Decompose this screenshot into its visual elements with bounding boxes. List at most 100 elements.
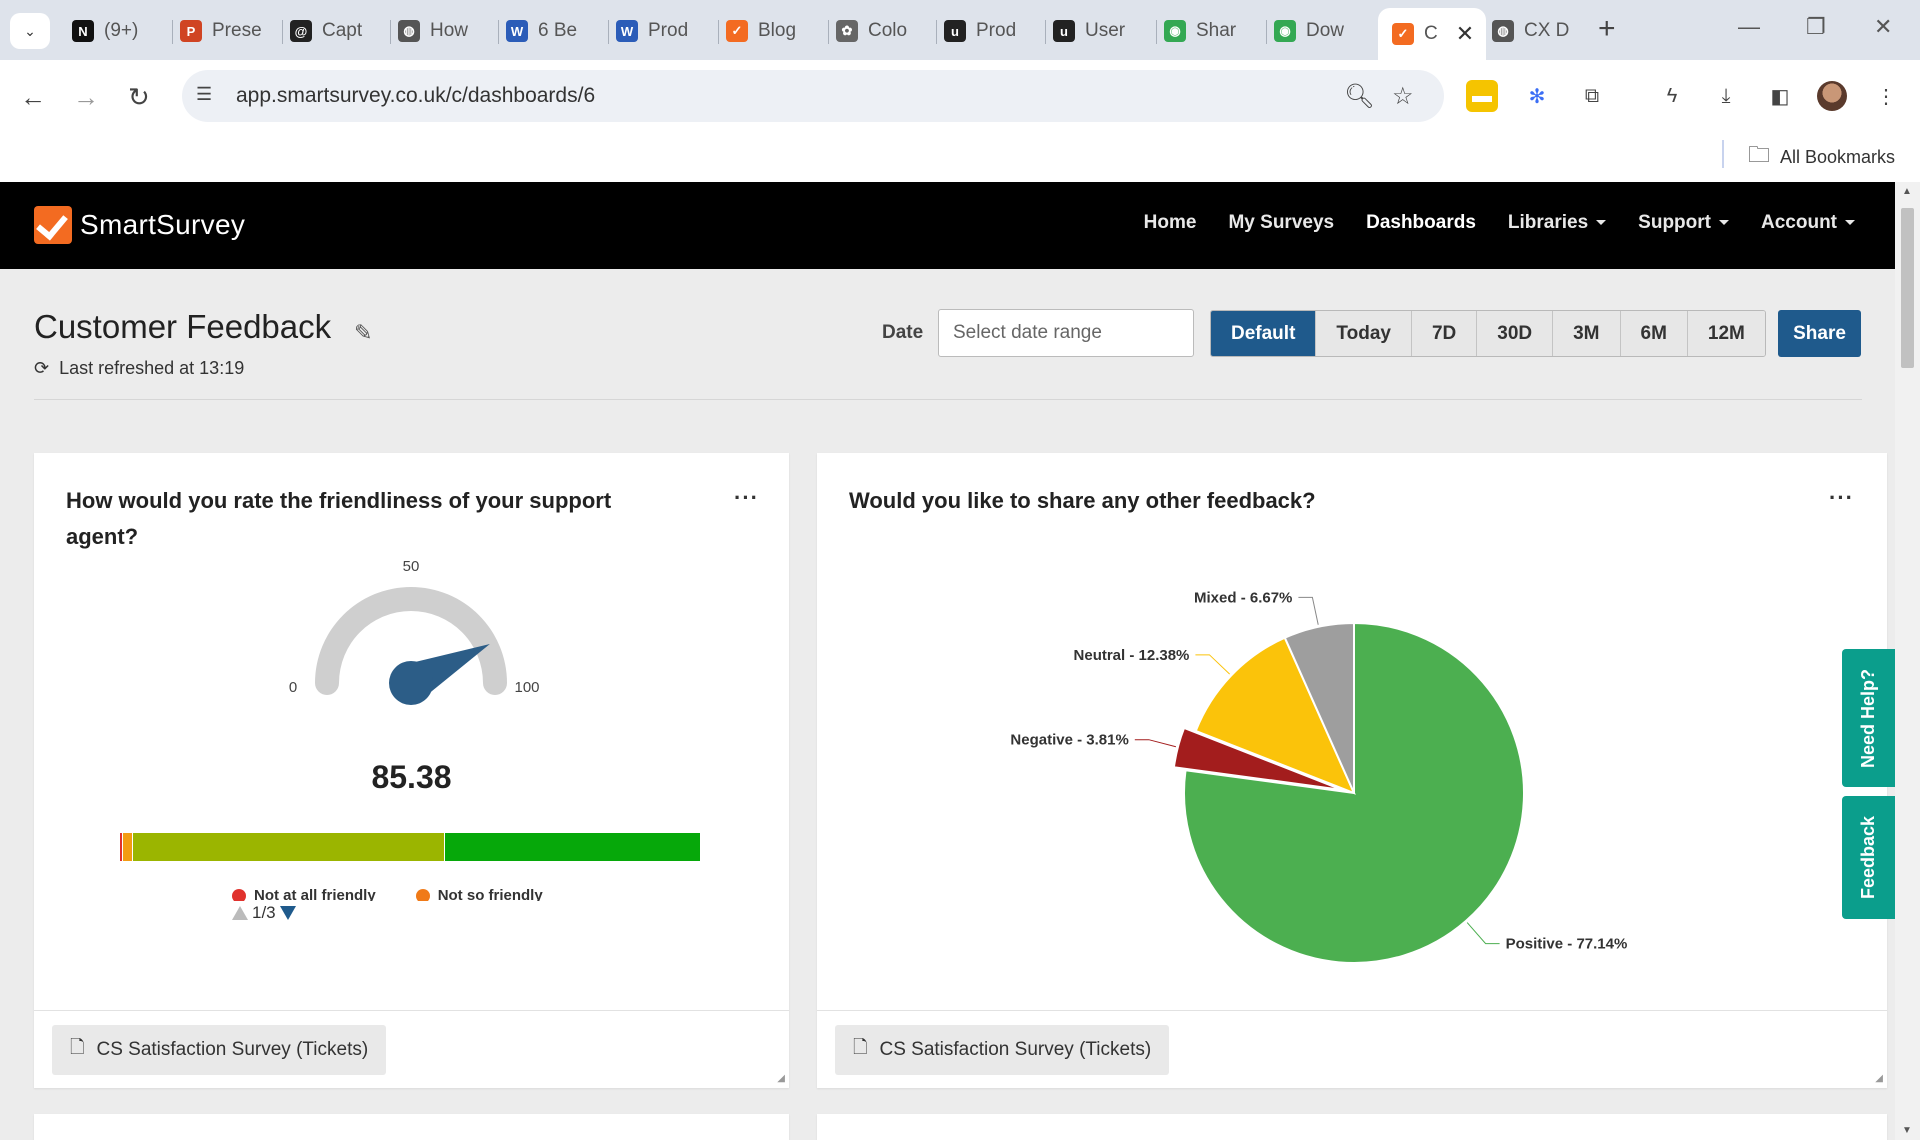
extension-snowflake-icon[interactable]: ✻ — [1528, 85, 1546, 108]
nav-dashboards[interactable]: Dashboards — [1366, 212, 1476, 234]
rating-distribution-bar — [120, 833, 700, 861]
browser-menu-icon[interactable]: ⋮ — [1876, 85, 1896, 108]
browser-tab[interactable]: @ Capt — [290, 14, 380, 48]
back-icon[interactable]: ← — [20, 82, 46, 112]
pager-up-icon[interactable] — [232, 906, 248, 920]
minimize-icon[interactable]: — — [1738, 14, 1760, 39]
nav-home[interactable]: Home — [1144, 212, 1197, 234]
range-button-3m[interactable]: 3M — [1553, 311, 1621, 356]
new-tab-button[interactable]: + — [1598, 12, 1616, 45]
bookmark-star-icon[interactable]: ☆ — [1392, 83, 1414, 110]
document-icon: 🗋 — [853, 1037, 868, 1057]
legend-item[interactable]: Not so friendly — [415, 887, 543, 901]
browser-tab[interactable]: ◉ Dow — [1274, 14, 1364, 48]
side-panel-icon[interactable]: ◧ — [1770, 85, 1790, 108]
range-button-7d[interactable]: 7D — [1411, 311, 1478, 356]
pie-slice[interactable] — [1283, 621, 1355, 794]
u-icon: u — [944, 20, 966, 42]
browser-tab[interactable]: ✿ Colo — [836, 14, 926, 48]
date-range-input[interactable] — [938, 309, 1194, 357]
nav-support[interactable]: Support — [1638, 212, 1729, 234]
range-button-30d[interactable]: 30D — [1477, 311, 1554, 356]
gauge-max-label: 100 — [514, 679, 539, 696]
browser-tab[interactable]: u Prod — [944, 14, 1034, 48]
restore-icon[interactable]: ❐ — [1806, 14, 1826, 39]
download-icon[interactable]: ⤓ — [1721, 84, 1731, 107]
nav-account[interactable]: Account — [1761, 212, 1855, 234]
card-menu-icon[interactable]: ··· — [734, 485, 759, 510]
performance-icon[interactable]: ϟ — [1666, 84, 1678, 107]
card-footer: 🗋 CS Satisfaction Survey (Tickets) — [817, 1010, 1887, 1088]
all-bookmarks[interactable]: 🗀 All Bookmarks — [1748, 138, 1895, 176]
site-settings-icon[interactable]: ☰ — [196, 84, 213, 104]
gauge-hub — [389, 661, 433, 705]
pie-label-connector — [1298, 596, 1319, 625]
address-bar[interactable]: ☰ app.smartsurvey.co.uk/c/dashboards/6 🔍… — [182, 70, 1444, 122]
tab-label: CX D — [1524, 20, 1570, 41]
survey-source-chip[interactable]: 🗋 CS Satisfaction Survey (Tickets) — [52, 1025, 387, 1075]
page-scrollbar[interactable]: ▲ ▼ — [1895, 182, 1920, 1140]
close-window-icon[interactable]: ✕ — [1874, 14, 1893, 39]
pie-slice-label: Positive - 77.14% — [1506, 936, 1628, 953]
edit-pencil-icon[interactable]: ✎ — [354, 320, 373, 345]
resize-handle-icon[interactable]: ◢ — [1875, 1073, 1883, 1084]
tab-separator — [828, 20, 829, 44]
tab-label: (9+) — [104, 20, 139, 41]
nav-libraries[interactable]: Libraries — [1508, 212, 1607, 234]
forward-icon[interactable]: → — [73, 82, 99, 112]
survey-source-chip[interactable]: 🗋 CS Satisfaction Survey (Tickets) — [835, 1025, 1170, 1075]
browser-tab[interactable]: W 6 Be — [506, 14, 596, 48]
pie-slice[interactable] — [1172, 726, 1343, 791]
browser-tab[interactable]: P Prese — [180, 14, 270, 48]
browser-tab[interactable]: ◍ CX D — [1492, 14, 1582, 48]
range-button-6m[interactable]: 6M — [1620, 311, 1688, 356]
nav-label: Home — [1143, 212, 1197, 233]
nav-label: Dashboards — [1366, 212, 1476, 233]
browser-tab[interactable]: N (9+) — [72, 14, 162, 48]
card-menu-icon[interactable]: ··· — [1829, 485, 1854, 510]
pie-slice[interactable] — [1183, 621, 1525, 964]
browser-tab[interactable]: u User — [1053, 14, 1143, 48]
browser-tab[interactable]: ✓ C ✕ — [1378, 8, 1486, 60]
tab-label: How — [430, 20, 469, 41]
url-text[interactable]: app.smartsurvey.co.uk/c/dashboards/6 — [236, 84, 596, 107]
scroll-down-icon[interactable]: ▼ — [1902, 1125, 1912, 1136]
browser-tab[interactable]: ◍ How — [398, 14, 488, 48]
share-button[interactable]: Share — [1778, 310, 1861, 357]
folder-icon: 🗀 — [1748, 142, 1771, 167]
tab-search-button[interactable]: ⌄ — [10, 13, 50, 49]
smartsurvey-icon: ✓ — [726, 20, 748, 42]
legend-item[interactable]: Not at all friendly — [232, 887, 376, 901]
browser-tab[interactable]: ◉ Shar — [1164, 14, 1254, 48]
pie-slice-label: Negative - 3.81% — [1010, 732, 1128, 749]
range-button-default[interactable]: Default — [1211, 311, 1317, 356]
refresh-icon[interactable]: ⟳ — [34, 358, 50, 378]
tab-label: Capt — [322, 20, 363, 41]
extension-notes-icon[interactable]: ▬ — [1466, 80, 1498, 112]
nav-my-surveys[interactable]: My Surveys — [1228, 212, 1334, 234]
feedback-tab[interactable]: Feedback — [1842, 796, 1895, 919]
pager-down-icon[interactable] — [279, 906, 296, 920]
distribution-segment[interactable] — [443, 833, 700, 861]
range-button-12m[interactable]: 12M — [1687, 311, 1765, 356]
resize-handle-icon[interactable]: ◢ — [777, 1073, 785, 1084]
range-button-today[interactable]: Today — [1316, 311, 1412, 356]
date-range-buttons: Default Today 7D 30D 3M 6M 12M — [1210, 310, 1766, 357]
zoom-icon[interactable]: 🔍︎ — [1344, 83, 1375, 110]
extensions-puzzle-icon[interactable]: ⧉ — [1584, 84, 1600, 107]
close-tab-icon[interactable]: ✕ — [1455, 21, 1475, 46]
distribution-segment[interactable] — [120, 833, 123, 861]
pie-slice[interactable] — [1194, 636, 1356, 795]
distribution-segment[interactable] — [132, 833, 444, 861]
browser-tab[interactable]: ✓ Blog — [726, 14, 816, 48]
reload-icon[interactable]: ↻ — [128, 82, 150, 112]
distribution-segment[interactable] — [122, 833, 133, 861]
chrome-icon: ◉ — [1274, 20, 1296, 42]
browser-tab[interactable]: W Prod — [616, 14, 706, 48]
scroll-thumb[interactable] — [1901, 208, 1914, 368]
smartsurvey-logo[interactable]: SmartSurvey — [34, 206, 245, 244]
scroll-up-icon[interactable]: ▲ — [1902, 186, 1912, 197]
need-help-tab[interactable]: Need Help? — [1842, 649, 1895, 787]
pie-slice-label: Mixed - 6.67% — [1194, 589, 1292, 606]
profile-avatar[interactable] — [1817, 81, 1847, 111]
